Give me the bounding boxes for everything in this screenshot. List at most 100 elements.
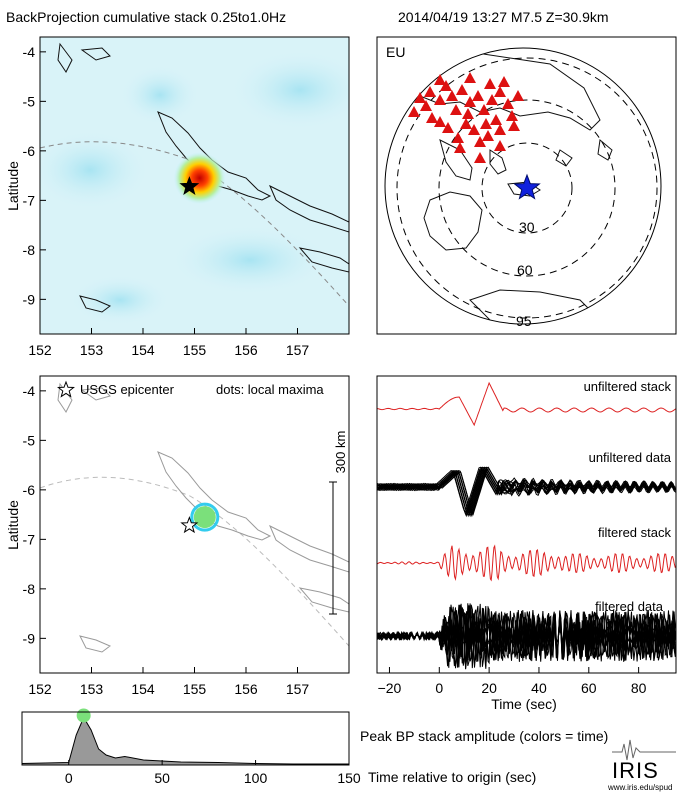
station-triangle <box>474 152 486 163</box>
maxima-lon-tick-label: 153 <box>80 681 104 697</box>
map-lon-tick-label: 152 <box>28 342 52 358</box>
station-triangle <box>508 120 520 131</box>
traces-x-tick-label: 80 <box>631 680 647 696</box>
epicenter-star-outline <box>180 516 199 534</box>
coastline-islands <box>57 42 349 313</box>
station-triangle <box>464 72 476 83</box>
coastline-solomon <box>269 184 349 233</box>
distance-label-95: 95 <box>516 313 532 329</box>
trace-unfiltered-data <box>379 469 676 518</box>
peak-panel: 0 50 100 150 Peak BP stack amplitude (color… <box>21 708 608 786</box>
station-triangle <box>490 114 502 125</box>
local-maximum-ring <box>190 502 220 532</box>
maxima-lat-tick-label: -7 <box>23 531 36 547</box>
peak-x-tick-label: 0 <box>65 770 73 786</box>
station-triangle <box>420 100 432 111</box>
epicenter-star <box>179 176 200 195</box>
traces-x-tick-label: −20 <box>378 680 402 696</box>
distance-label-30: 30 <box>519 219 535 235</box>
traces-x-tick-label: 40 <box>531 680 547 696</box>
map-lat-tick-label: -6 <box>23 143 36 159</box>
station-triangle <box>478 104 490 115</box>
maxima-lon-tick-label: 155 <box>183 681 207 697</box>
peak-x-tick-label: 50 <box>154 770 170 786</box>
trace-lines <box>377 381 676 670</box>
scale-label: 300 km <box>333 431 348 474</box>
legend-epicenter: USGS epicenter <box>80 382 175 397</box>
map-lon-tick-label: 154 <box>131 342 155 358</box>
legend-epicenter-star <box>57 380 75 398</box>
peak-x-tick-label: 100 <box>244 770 268 786</box>
peak-label: Peak BP stack amplitude (colors = time) <box>360 728 608 744</box>
maxima-lat-tick-label: -8 <box>23 581 36 597</box>
map-contents <box>40 42 349 325</box>
trace-filtered-data <box>377 604 676 668</box>
station-triangle <box>464 96 476 107</box>
trace-filtered-stack <box>377 544 676 582</box>
traces-frame <box>376 375 677 674</box>
peak-x-ticks: 0 50 100 150 <box>65 760 361 786</box>
peak-xlabel: Time relative to origin (sec) <box>368 769 536 785</box>
maxima-lat-ticks: -4 -5 -6 -7 -8 -9 <box>23 383 46 646</box>
maxima-lon-tick-label: 156 <box>234 681 258 697</box>
map-lat-ticks: -4 -5 -6 -7 -8 -9 <box>23 44 46 307</box>
maxima-lat-tick-label: -6 <box>23 482 36 498</box>
scale-bar: 300 km <box>329 431 348 615</box>
map-lat-tick-label: -8 <box>23 242 36 258</box>
legend-dots: dots: local maxima <box>216 382 324 397</box>
trace-label-filtered-data: filtered data <box>595 599 664 614</box>
station-triangle <box>498 76 510 87</box>
station-triangle <box>446 90 458 101</box>
map-lon-ticks: 152 153 154 155 156 157 <box>28 328 309 358</box>
traces-x-tick-label: 20 <box>481 680 497 696</box>
maxima-lat-tick-label: -9 <box>23 630 36 646</box>
peak-frame <box>21 711 350 766</box>
globe-outline <box>384 47 662 325</box>
local-maximum-dot <box>193 506 216 529</box>
seismogram-logo-icon <box>612 739 676 761</box>
maxima-lon-ticks: 152 153 154 155 156 157 <box>28 667 309 697</box>
maxima-lat-tick-label: -4 <box>23 383 36 399</box>
trace-filtered-data <box>377 603 676 670</box>
trace-unfiltered-data <box>380 468 676 516</box>
map-lat-tick-label: -9 <box>23 291 36 307</box>
map-lat-tick-label: -4 <box>23 44 36 60</box>
station-triangle <box>426 112 438 123</box>
station-triangle <box>454 142 466 153</box>
trace-unfiltered-data <box>377 466 676 515</box>
traces-xlabel: Time (sec) <box>491 696 557 712</box>
traces-x-ticks: −20 0 20 40 60 80 <box>378 667 647 696</box>
station-triangle <box>442 122 454 133</box>
distance-label-60: 60 <box>517 262 533 278</box>
station-triangle <box>468 124 480 135</box>
map-lat-tick-label: -7 <box>23 192 36 208</box>
peak-area <box>21 716 350 766</box>
distance-ring-95 <box>396 57 658 319</box>
peak-x-tick-label: 150 <box>337 770 361 786</box>
station-triangle <box>462 108 474 119</box>
station-triangles <box>408 72 524 163</box>
station-triangle <box>484 78 496 89</box>
station-triangle <box>460 118 472 129</box>
station-triangle <box>494 86 506 97</box>
peak-dot <box>76 708 91 723</box>
station-triangle <box>452 132 464 143</box>
station-triangle <box>494 124 506 135</box>
trace-unfiltered-stack <box>377 381 676 427</box>
traces-panel: unfiltered stack unfiltered data filtere… <box>376 375 677 712</box>
maxima-ylabel: Latitude <box>5 500 21 550</box>
maxima-map: USGS epicenter dots: local maxima 300 km… <box>5 375 350 697</box>
station-triangle <box>414 92 426 103</box>
traces-x-tick-label: 60 <box>581 680 597 696</box>
station-triangle <box>506 110 518 121</box>
trace-label-unfiltered-data: unfiltered data <box>589 450 672 465</box>
maxima-lon-tick-label: 157 <box>286 681 310 697</box>
trace-label-filtered-stack: filtered stack <box>598 525 671 540</box>
backprojection-map: -4 -5 -6 -7 -8 -9 152 153 154 155 156 157 Latitude <box>5 36 350 358</box>
station-triangle <box>472 90 484 101</box>
iris-url: www.iris.edu/spud <box>607 783 672 792</box>
maxima-lat-tick-label: -5 <box>23 432 36 448</box>
station-triangle <box>482 130 494 141</box>
trace-label-unfiltered-stack: unfiltered stack <box>584 379 672 394</box>
array-label: EU <box>386 44 405 60</box>
